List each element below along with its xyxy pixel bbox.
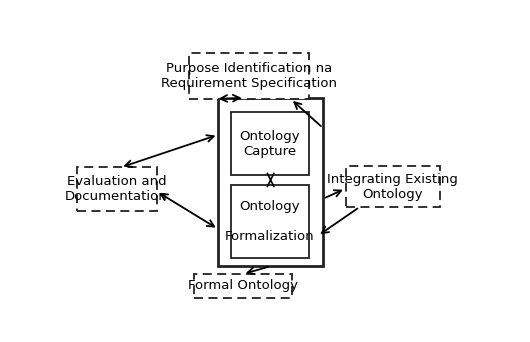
Bar	[231, 112, 308, 175]
Bar	[218, 98, 323, 266]
Text: Formal Ontology: Formal Ontology	[188, 279, 298, 292]
Bar	[76, 168, 157, 211]
Text: Evaluation and
Documentation: Evaluation and Documentation	[65, 175, 168, 203]
Text: Ontology
Capture: Ontology Capture	[239, 130, 300, 158]
Bar	[346, 166, 440, 207]
Bar	[193, 274, 292, 298]
Text: Purpose Identification na
Requirement Specification: Purpose Identification na Requirement Sp…	[161, 62, 337, 90]
Bar	[231, 185, 308, 258]
Text: Ontology

Formalization: Ontology Formalization	[225, 200, 314, 243]
Text: Integrating Existing
Ontology: Integrating Existing Ontology	[328, 172, 458, 200]
Bar	[190, 53, 308, 99]
